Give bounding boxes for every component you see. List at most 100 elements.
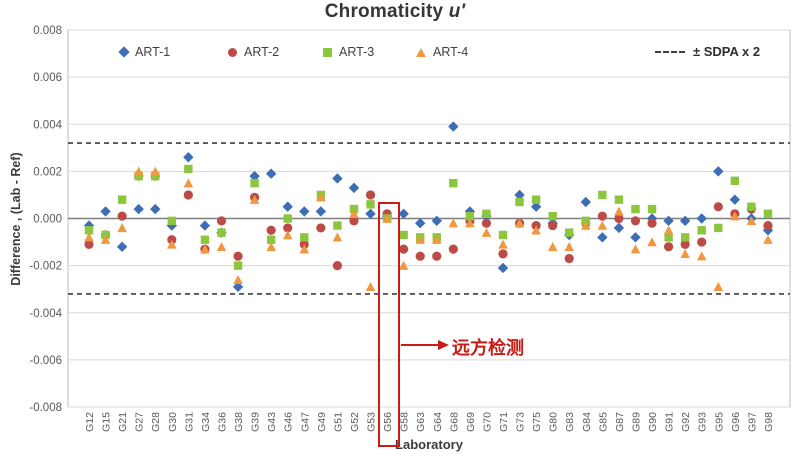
point-ART-4-G53 — [365, 282, 376, 292]
circle-icon — [228, 47, 237, 57]
dashed-line-icon — [655, 50, 685, 53]
x-tick-label-G21: G21 — [117, 412, 129, 432]
point-ART-3-G39 — [250, 178, 259, 188]
point-ART-4-G69 — [465, 218, 475, 228]
point-ART-2-G21 — [117, 211, 127, 221]
point-ART-3-G47 — [300, 233, 309, 242]
point-ART-4-G36 — [216, 241, 227, 251]
y-tick-label: 0.006 — [33, 72, 62, 84]
point-ART-3-G58 — [399, 230, 408, 240]
point-ART-4-G46 — [282, 230, 293, 240]
x-tick-label-G30: G30 — [167, 412, 179, 432]
point-ART-4-G27 — [133, 166, 144, 176]
x-tick-label-G49: G49 — [316, 412, 328, 432]
x-tick-label-G80: G80 — [548, 412, 560, 432]
x-tick-label-G46: G46 — [283, 412, 295, 432]
point-ART-1-G15 — [100, 206, 111, 217]
x-tick-label-G95: G95 — [713, 412, 725, 432]
legend-item-art-2: ART-2 — [228, 44, 279, 60]
chart-title: Chromaticity u' — [0, 1, 790, 23]
point-ART-3-G91 — [664, 233, 673, 242]
x-axis-title: Laboratory — [395, 437, 463, 452]
point-ART-2-G68 — [448, 244, 458, 254]
point-ART-4-G51 — [332, 232, 343, 242]
sdpa-legend: ± SDPA x 2 — [655, 44, 760, 59]
point-ART-4-G87 — [614, 206, 624, 216]
point-ART-4-G12 — [84, 232, 94, 242]
point-ART-4-G91 — [663, 225, 674, 235]
point-ART-4-G31 — [183, 178, 194, 188]
point-ART-4-G73 — [514, 218, 525, 228]
point-ART-3-G80 — [548, 211, 557, 221]
point-ART-4-G90 — [647, 237, 657, 247]
point-ART-1-G98 — [762, 225, 774, 236]
point-ART-1-G21 — [116, 241, 128, 252]
point-ART-4-G21 — [117, 223, 127, 233]
point-ART-4-G70 — [481, 227, 492, 237]
legend-label: ART-2 — [244, 45, 280, 59]
x-tick-label-G34: G34 — [200, 412, 212, 432]
point-ART-4-G68 — [448, 218, 459, 228]
point-ART-3-G53 — [366, 200, 375, 209]
series-ART-1 — [83, 121, 774, 293]
x-tick-label-G64: G64 — [432, 412, 444, 432]
y-tick-label: -0.004 — [29, 308, 62, 320]
x-tick-label-G70: G70 — [481, 412, 493, 432]
point-ART-1-G47 — [299, 206, 310, 217]
point-ART-2-G87 — [614, 213, 624, 224]
point-ART-1-G71 — [497, 262, 509, 274]
point-ART-3-G93 — [697, 226, 706, 235]
point-ART-2-G64 — [432, 251, 442, 261]
point-ART-1-G58 — [398, 208, 409, 219]
point-ART-3-G51 — [333, 221, 342, 230]
point-ART-3-G46 — [283, 214, 292, 223]
x-tick-labels: G12 G15 G21 G27 G28 G30 G31 G34 G36 G38 G39 G43 G46 G… — [84, 412, 775, 432]
point-ART-2-G71 — [498, 249, 508, 259]
square-icon — [323, 47, 332, 57]
point-ART-3-G31 — [184, 164, 193, 174]
point-ART-4-G38 — [233, 274, 243, 284]
x-tick-label-G43: G43 — [266, 412, 278, 432]
point-ART-2-G63 — [415, 251, 425, 261]
point-ART-1-G89 — [630, 232, 641, 243]
point-ART-4-G95 — [713, 282, 724, 292]
y-tick-label: 0.008 — [33, 25, 62, 37]
x-tick-label-G83: G83 — [564, 412, 576, 432]
point-ART-2-G38 — [233, 251, 243, 261]
legend-item-art-4: ART-4 — [416, 44, 468, 60]
point-ART-1-G85 — [597, 232, 608, 243]
point-ART-1-G63 — [415, 218, 426, 229]
point-ART-2-G85 — [597, 211, 607, 221]
point-ART-2-G36 — [216, 216, 227, 226]
point-ART-4-G30 — [167, 239, 177, 249]
x-tick-label-G53: G53 — [366, 412, 378, 432]
x-tick-label-G27: G27 — [134, 412, 146, 432]
y-tick-label: 0.002 — [33, 166, 62, 178]
point-ART-3-G89 — [631, 204, 640, 214]
x-tick-label-G84: G84 — [581, 412, 593, 432]
point-ART-2-G12 — [84, 239, 94, 250]
point-ART-1-G34 — [199, 220, 211, 231]
point-ART-1-G92 — [679, 215, 691, 227]
point-ART-3-G34 — [200, 235, 210, 244]
point-ART-3-G36 — [217, 228, 226, 237]
point-ART-2-G93 — [697, 237, 707, 247]
point-ART-3-G69 — [465, 211, 475, 221]
point-ART-3-G28 — [151, 171, 160, 181]
chart-title-main: Chromaticity — [324, 1, 444, 22]
point-ART-3-G97 — [747, 202, 756, 211]
x-tick-label-G51: G51 — [332, 412, 344, 432]
point-ART-1-G68 — [448, 121, 459, 132]
chart-legend: ART-1 ART-2 ART-3 ART-4 — [0, 44, 800, 60]
point-ART-1-G91 — [663, 215, 674, 227]
x-tick-label-G31: G31 — [183, 412, 195, 432]
point-ART-2-G70 — [481, 218, 492, 228]
point-ART-4-G43 — [266, 241, 276, 251]
point-ART-4-G15 — [100, 234, 111, 244]
x-tick-label-G12: G12 — [84, 412, 96, 432]
point-ART-4-G39 — [249, 194, 260, 204]
point-ART-1-G64 — [431, 215, 442, 227]
point-ART-1-G75 — [530, 201, 542, 212]
point-ART-4-G85 — [597, 220, 608, 230]
